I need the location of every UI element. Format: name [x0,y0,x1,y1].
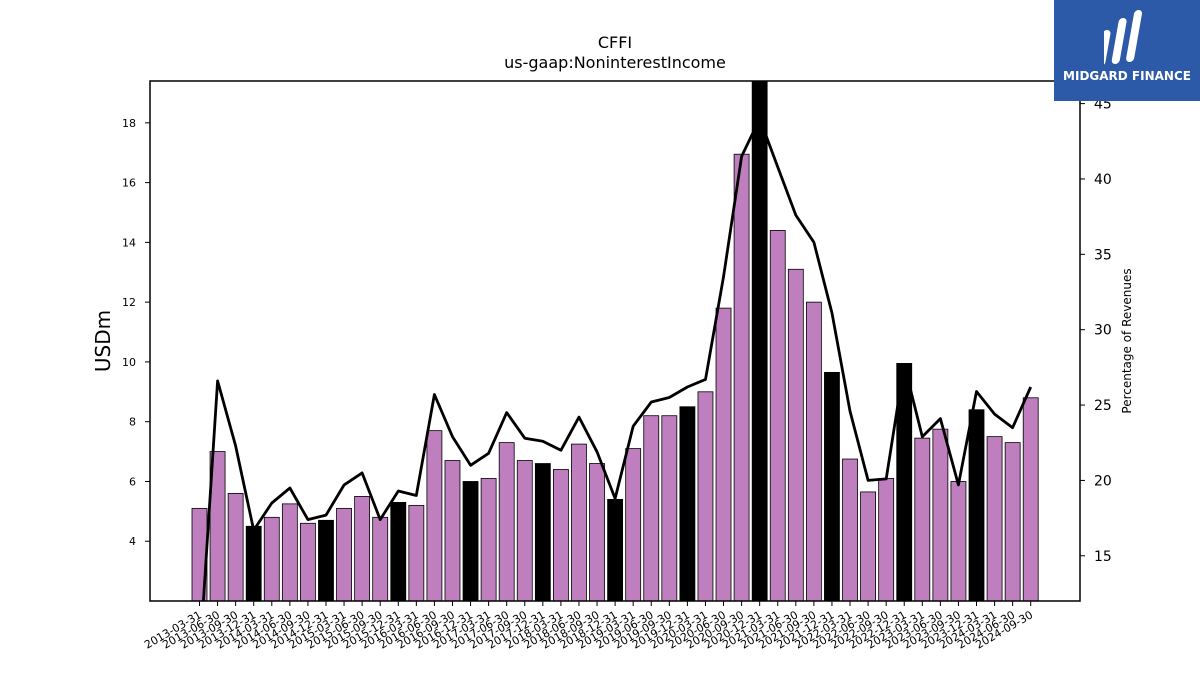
bar-2022-06-30 [860,491,876,601]
y-tick-label: 18 [122,117,136,130]
chart-title: CFFI [598,33,632,52]
bar-2020-09-30 [733,153,750,601]
bar-2023-09-30 [950,481,967,601]
y-tick-label: 6 [129,475,136,488]
bar-2019-09-30 [661,415,678,601]
midgard-logo-icon [1104,10,1143,66]
y-axis-label: USDm [91,310,115,372]
y-tick-label: 10 [122,356,136,369]
bar-2018-03-31 [553,469,569,601]
y2-axis-label: Percentage of Revenues [1120,268,1134,413]
bar-2017-12-31 [534,463,551,601]
bar-2023-12-31 [968,409,985,601]
bar-2022-03-31 [842,458,858,601]
bar-2022-09-30 [878,478,895,601]
bar-2021-06-30 [787,268,804,601]
bar-2018-06-30 [571,443,587,601]
y2-tick-label: 35 [1094,247,1112,263]
chart-subtitle: us-gaap:NoninterestIncome [504,53,726,72]
line-series [201,117,1032,601]
bar-2018-09-30 [589,463,605,601]
y2-tick-label: 20 [1094,473,1112,489]
bar-2014-09-30 [300,522,316,601]
bar-2016-06-30 [426,430,443,601]
bar-2024-09-30 [1022,397,1039,601]
bar-2017-03-31 [480,478,497,601]
bar-2019-06-30 [643,415,660,601]
bar-2013-06-30 [209,451,226,601]
bar-2013-09-30 [227,493,244,601]
y2-tick-label: 30 [1094,323,1112,339]
brand-logo: MIDGARD FINANCE [1054,0,1200,101]
bar-2016-03-31 [408,504,425,601]
y-tick-label: 12 [122,296,136,309]
bar-2021-12-31 [824,371,840,601]
bar-2020-12-31 [751,81,768,601]
bar-series [191,81,1039,601]
bar-2020-03-31 [697,391,714,601]
bar-2016-12-31 [462,481,479,601]
y-tick-label: 8 [129,416,136,429]
bar-2015-03-31 [336,507,352,601]
y2-tick-label: 40 [1094,172,1112,188]
bar-2015-09-30 [372,516,389,601]
bar-2024-06-30 [1004,442,1021,601]
axes: 4681012141618152025303540452013-03-31201… [122,80,1112,652]
y2-tick-label: 25 [1094,398,1112,414]
y-tick-label: 14 [122,236,136,249]
y-tick-label: 4 [129,535,136,548]
bar-2018-12-31 [607,498,624,601]
bar-2019-03-31 [625,448,642,601]
bar-2023-06-30 [932,428,949,601]
bar-2015-06-30 [354,496,371,601]
bar-2017-09-30 [516,460,533,601]
bar-2014-03-31 [263,516,280,601]
bar-2013-12-31 [245,525,262,601]
y-tick-label: 16 [122,177,136,190]
bar-2024-03-31 [986,436,1003,601]
bar-2023-03-31 [914,437,931,601]
bar-2014-06-30 [281,503,298,601]
bar-2014-12-31 [318,519,334,601]
bar-2015-12-31 [390,501,407,601]
brand-name: MIDGARD FINANCE [1063,69,1191,83]
y2-tick-label: 15 [1094,549,1112,565]
bar-2021-03-31 [769,230,786,601]
bar-2016-09-30 [444,460,461,601]
bar-2017-06-30 [498,442,515,601]
percentage-line [201,117,1032,601]
bar-2020-06-30 [715,307,732,601]
bar-2019-12-31 [679,406,696,601]
bar-2021-09-30 [805,301,822,601]
